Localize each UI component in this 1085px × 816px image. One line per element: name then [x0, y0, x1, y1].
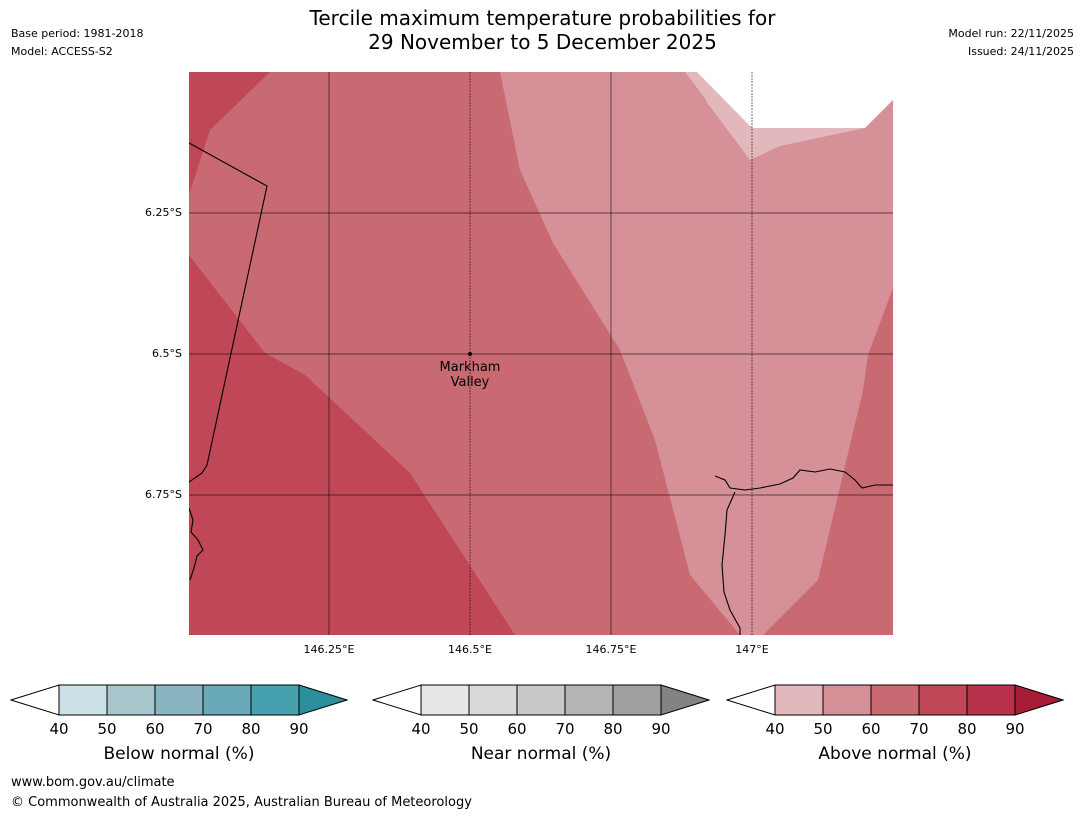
issued-date: Issued: 24/11/2025 — [967, 45, 1074, 58]
region-above-80-north — [189, 72, 270, 195]
title-line-2: 29 November to 5 December 2025 — [368, 30, 717, 54]
colorbar-segment — [967, 685, 1015, 715]
boundaries — [189, 142, 893, 635]
tick-label: 40 — [49, 720, 69, 738]
tick-label: 80 — [957, 720, 977, 738]
legend-caption: Above normal (%) — [818, 744, 972, 764]
model-name: Model: ACCESS-S2 — [11, 45, 113, 58]
region-above-80-southwest — [189, 255, 515, 635]
tick-label: 60 — [507, 720, 527, 738]
no-data-area — [697, 72, 893, 128]
lon-label: 146.75°E — [585, 643, 637, 656]
legend-below-normal: 40 50 60 70 80 90 Below normal (%) — [9, 682, 349, 764]
tick-label: 90 — [651, 720, 671, 738]
colorbar-outline — [774, 684, 1016, 716]
coastline-east — [714, 468, 893, 491]
colorbar — [371, 684, 711, 716]
legend-near-normal: 40 50 60 70 80 90 Near normal (%) — [371, 682, 711, 764]
tick-label: 90 — [1005, 720, 1025, 738]
colorbar — [725, 684, 1065, 716]
legend-caption: Near normal (%) — [470, 744, 612, 764]
model-run: Model run: 22/11/2025 — [948, 27, 1074, 40]
colorbar-segment — [919, 685, 967, 715]
place-marker — [468, 352, 472, 356]
colorbar-segment — [203, 685, 251, 715]
colorbar-outline — [420, 684, 662, 716]
region-above-50-b — [705, 100, 865, 160]
graticule — [189, 72, 893, 635]
coastline-west — [189, 507, 204, 581]
tick-label: 50 — [97, 720, 117, 738]
colorbar-segment — [871, 685, 919, 715]
tick-label: 40 — [765, 720, 785, 738]
colorbar-dividers — [106, 685, 252, 715]
colorbar-extend-max — [1014, 684, 1065, 716]
lat-label: 6.75°S — [145, 488, 182, 501]
lon-label: 147°E — [735, 643, 769, 656]
colorbar-extend-min — [725, 684, 776, 716]
colorbar-extend-min — [9, 684, 60, 716]
colorbar — [9, 684, 349, 716]
lat-label: 6.25°S — [145, 206, 182, 219]
tick-label: 70 — [193, 720, 213, 738]
colorbar-outline — [58, 684, 300, 716]
tick-label: 40 — [411, 720, 431, 738]
tick-label: 70 — [555, 720, 575, 738]
colorbar-extend-max — [660, 684, 711, 716]
lon-label: 146.25°E — [303, 643, 355, 656]
meta-left: Base period: 1981-2018 Model: ACCESS-S2 — [11, 25, 143, 61]
tick-label: 50 — [813, 720, 833, 738]
base-period: Base period: 1981-2018 — [11, 27, 144, 40]
colorbar-segment — [469, 685, 517, 715]
place-label: Markham Valley — [420, 360, 520, 390]
place-name-line-2: Valley — [450, 375, 490, 390]
map-title: Tercile maximum temperature probabilitie… — [0, 6, 1085, 54]
tick-label: 50 — [459, 720, 479, 738]
tick-label: 60 — [145, 720, 165, 738]
meta-right: Model run: 22/11/2025 Issued: 24/11/2025 — [948, 25, 1074, 61]
footer-copyright: © Commonwealth of Australia 2025, Austra… — [11, 795, 472, 810]
tick-labels: 40 50 60 70 80 90 — [10, 720, 348, 738]
tick-label: 70 — [909, 720, 929, 738]
river — [721, 491, 741, 635]
colorbar-dividers — [468, 685, 614, 715]
colorbar-segment — [613, 685, 661, 715]
title-line-1: Tercile maximum temperature probabilitie… — [309, 6, 776, 30]
colorbar-extend-max — [298, 684, 349, 716]
legend-caption: Below normal (%) — [103, 744, 255, 764]
colorbar-segment — [59, 685, 107, 715]
colorbar-segment — [107, 685, 155, 715]
tick-label: 80 — [241, 720, 261, 738]
place-name-line-1: Markham — [439, 360, 501, 375]
tick-labels: 40 50 60 70 80 90 — [726, 720, 1064, 738]
colorbar-extend-min — [371, 684, 422, 716]
colorbar-segment — [517, 685, 565, 715]
tick-label: 80 — [603, 720, 623, 738]
colorbar-segment — [251, 685, 299, 715]
colorbar-dividers — [822, 685, 968, 715]
province-border — [189, 142, 268, 483]
lon-label: 146.5°E — [448, 643, 492, 656]
colorbar-segment — [775, 685, 823, 715]
tick-labels: 40 50 60 70 80 90 — [372, 720, 710, 738]
colorbar-segment — [155, 685, 203, 715]
colorbar-segment — [823, 685, 871, 715]
tick-label: 90 — [289, 720, 309, 738]
footer-url[interactable]: www.bom.gov.au/climate — [11, 775, 175, 790]
lat-label: 6.5°S — [152, 347, 182, 360]
colorbar-segment — [421, 685, 469, 715]
legend-above-normal: 40 50 60 70 80 90 Above normal (%) — [725, 682, 1065, 764]
tick-label: 60 — [861, 720, 881, 738]
colorbar-segment — [565, 685, 613, 715]
